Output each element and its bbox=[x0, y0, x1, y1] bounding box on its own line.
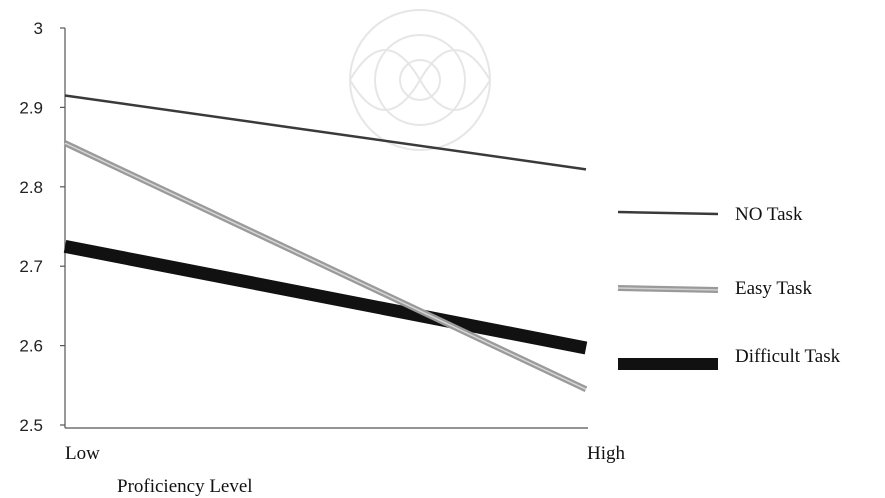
series-line-highlight-easy-task bbox=[64, 142, 587, 390]
y-tick-label: 2.6 bbox=[19, 337, 43, 356]
series-line-difficult-task bbox=[63, 239, 588, 355]
legend-swatch-no-task bbox=[617, 210, 719, 216]
watermark-logo bbox=[348, 9, 492, 151]
y-tick-label: 2.7 bbox=[19, 257, 43, 276]
series-no-task bbox=[64, 94, 587, 171]
y-tick-label: 3 bbox=[34, 19, 43, 38]
legend-label-difficult-task: Difficult Task bbox=[735, 346, 841, 367]
x-axis-title: Proficiency Level bbox=[117, 476, 253, 497]
y-tick-label: 2.5 bbox=[19, 416, 43, 435]
legend-label-no-task: NO Task bbox=[735, 204, 803, 225]
series-easy-task bbox=[63, 140, 588, 392]
legend: NO Task Easy Task Difficult Task bbox=[617, 204, 841, 370]
legend-label-easy-task: Easy Task bbox=[735, 278, 812, 299]
legend-swatch-easy-task-inner bbox=[617, 287, 719, 291]
series-difficult-task bbox=[63, 239, 588, 355]
x-tick-label-low: Low bbox=[65, 443, 100, 464]
series-line-no-task bbox=[64, 94, 587, 171]
y-tick-label: 2.8 bbox=[19, 178, 43, 197]
x-tick-label-high: High bbox=[587, 443, 626, 464]
y-tick-label: 2.9 bbox=[19, 98, 43, 117]
